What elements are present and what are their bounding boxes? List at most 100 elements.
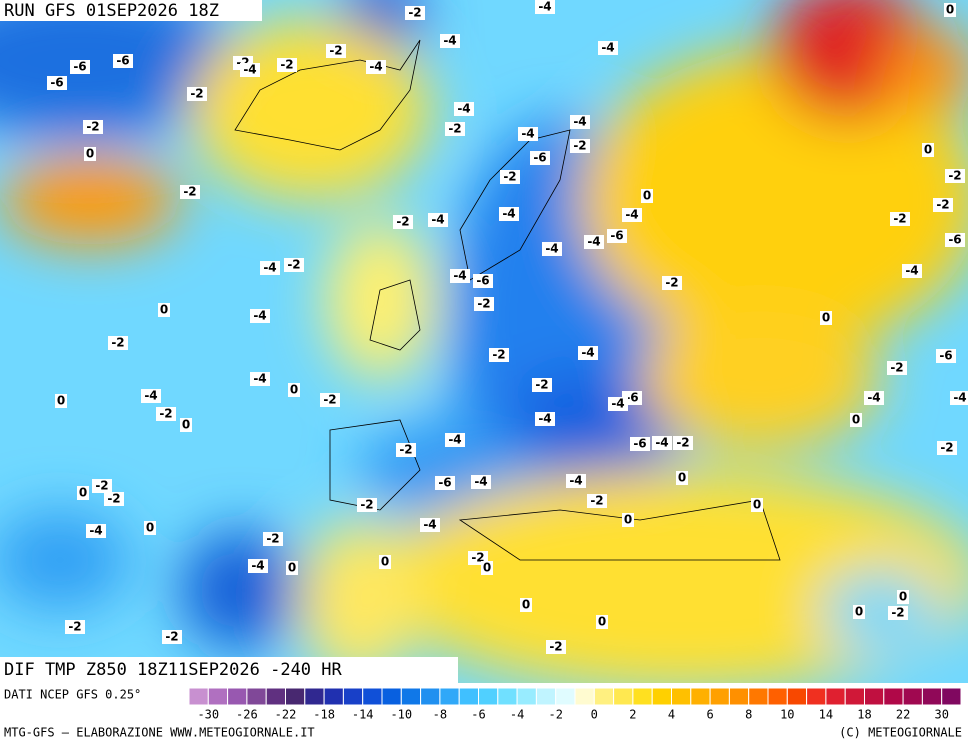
label-box [598,41,618,55]
label-box [950,391,968,405]
contour-label: -4 [569,474,582,488]
label-box [500,170,520,184]
coastline [234,39,781,561]
label-box [887,361,907,375]
label-box [546,640,566,654]
contour-label: -6 [116,54,129,68]
run-box [0,0,262,21]
contour-label: -2 [936,198,949,212]
label-box [70,60,90,74]
label-box [535,0,555,14]
contour-label: 0 [852,413,860,427]
contour-label: -2 [535,378,548,392]
label-box [250,309,270,323]
label-box [250,372,270,386]
label-box [937,441,957,455]
label-box [84,147,96,161]
source: DATI NCEP GFS 0.25° [4,688,141,702]
contour-label: -4 [369,60,382,74]
label-box [850,413,862,427]
color-box [400,687,422,706]
colorbar-label: 2 [629,708,636,722]
contour-label: -4 [905,264,918,278]
contour-label: -6 [50,76,63,90]
contour-label: 0 [86,147,94,161]
contour-label: -4 [453,269,466,283]
contour-label: -4 [655,436,668,450]
colorbar-label: -8 [433,708,447,722]
contour-label: -2 [448,122,461,136]
label-box [435,476,455,490]
contour-label: 0 [146,521,154,535]
colorbar-label: -22 [275,708,297,722]
label-box [286,561,298,575]
contour-label: -2 [111,336,124,350]
colorbar-label: -6 [471,708,485,722]
contour-label: -2 [86,120,99,134]
label-box [180,418,192,432]
label-box [260,261,280,275]
color-box [439,687,460,706]
label-box [751,498,763,512]
color-box [207,687,229,706]
color-box [516,687,537,706]
contour-label: -6 [948,233,961,247]
color-box [323,687,344,706]
contour-label: 0 [483,561,491,575]
contour-label: -2 [107,492,120,506]
contour-label: -2 [190,87,203,101]
contour-label: -4 [423,518,436,532]
contour-label: -2 [399,443,412,457]
contour-label: -4 [953,391,966,405]
contour-label: -4 [601,41,614,55]
label-box [518,127,538,141]
contour-label: -4 [253,309,266,323]
contour-label: -2 [477,297,490,311]
label-box [473,274,493,288]
colorbar-label: 14 [819,708,833,722]
label-box [888,606,908,620]
label-box [454,102,474,116]
label-box [587,494,607,508]
color-box [902,687,923,706]
contour-label: -2 [68,620,81,634]
label-box [890,212,910,226]
color-box [535,687,557,706]
label-box [584,235,604,249]
color-box [844,687,866,706]
contour-label: -6 [476,274,489,288]
contour-label: -4 [457,102,470,116]
color-box [555,687,576,706]
contour-label: -6 [610,229,623,243]
contour-label: -4 [573,115,586,129]
label-box [944,3,956,17]
label-box [607,229,627,243]
label-box [578,346,598,360]
colorbar-label: -14 [352,708,374,722]
label-box [187,87,207,101]
label-box [357,498,377,512]
color-box [690,687,711,706]
colorbar-label: -2 [548,708,562,722]
contour-label: -2 [492,348,505,362]
label-box [945,233,965,247]
colorbar-label: -26 [236,708,258,722]
contour-labels: -2 -4 0-4 -4-2-6-6 -2-4 -2 -4-6-2-4-2 -4-2 -4-2-… [47,0,968,654]
contour-label: -2 [159,407,172,421]
label-box [162,630,182,644]
contour-label: -2 [266,532,279,546]
label-box [55,394,67,408]
label-box [471,475,491,489]
label-box [263,532,283,546]
label-box [481,561,493,575]
label-box [570,115,590,129]
color-box [941,687,962,706]
label-box [820,311,832,325]
color-box [342,687,364,706]
colorbar-label: -4 [510,708,524,722]
contour-label: -6 [533,151,546,165]
label-box [144,521,156,535]
contour-label: -4 [443,34,456,48]
color-box [767,687,788,706]
contour-label: -2 [676,436,689,450]
